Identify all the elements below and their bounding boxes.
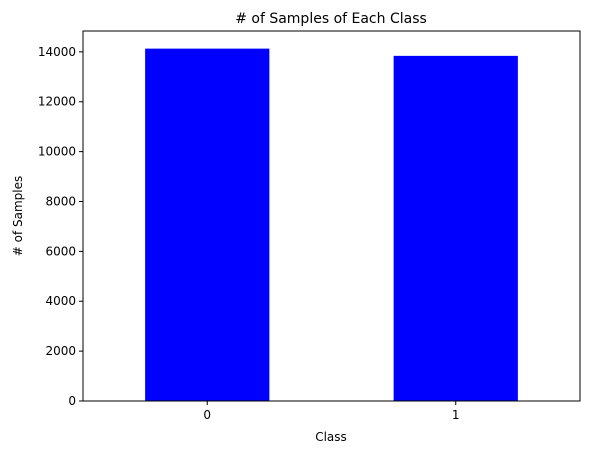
- y-tick-label: 14000: [38, 45, 76, 59]
- y-tick-label: 8000: [45, 194, 76, 208]
- y-tick-label: 6000: [45, 244, 76, 258]
- y-tick-label: 0: [68, 394, 76, 408]
- y-tick-label: 4000: [45, 294, 76, 308]
- chart-title: # of Samples of Each Class: [235, 11, 427, 27]
- bar-class-0: [145, 48, 270, 402]
- plot-frame: [82, 30, 581, 402]
- y-tick-label: 10000: [38, 145, 76, 159]
- bars: [145, 48, 518, 402]
- y-axis-ticks: 0 2000 4000 6000 8000 10000 12000 14000: [38, 45, 83, 408]
- y-tick-label: 2000: [45, 344, 76, 358]
- x-axis-title: Class: [315, 430, 347, 444]
- y-tick-label: 12000: [38, 95, 76, 109]
- x-tick-label: 0: [203, 408, 211, 422]
- x-tick-label: 1: [452, 408, 460, 422]
- bar-class-1: [393, 55, 518, 401]
- y-axis-title: # of Samples: [11, 176, 25, 257]
